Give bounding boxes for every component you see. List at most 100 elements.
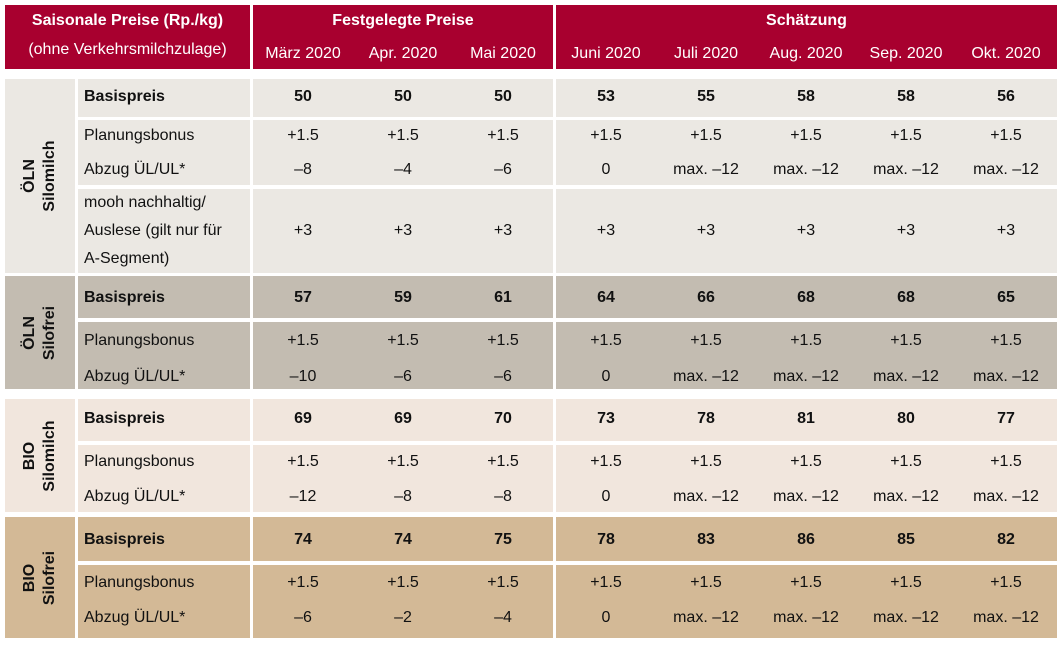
price-cell: 77 [997,410,1015,427]
price-cell: 0 [601,368,611,385]
header-fixed-group [253,5,553,69]
row-group-background [78,120,250,185]
row-group-background [253,517,553,561]
price-cell: max. –12 [773,609,839,626]
price-cell: +3 [596,222,616,239]
price-cell: +1.5 [690,574,722,591]
section-label-cell [5,517,75,638]
row-group-background [556,445,1057,512]
price-cell: –8 [494,488,512,505]
price-cell: +1.5 [487,453,519,470]
row-label: Planungsbonus [84,127,195,144]
price-cell: +1.5 [690,332,722,349]
month-header: Mai 2020 [470,45,536,62]
price-cell: +1.5 [690,127,722,144]
month-header: Aug. 2020 [769,45,843,62]
price-cell: –2 [394,609,412,626]
row-label-basispreis: Basispreis [84,531,165,548]
price-cell: +3 [896,222,916,239]
price-cell: max. –12 [873,488,939,505]
row-label: Planungsbonus [84,332,195,349]
row-group-background [556,189,1057,273]
price-cell: 82 [997,531,1015,548]
price-cell: +1.5 [890,127,922,144]
row-group-background [253,120,553,185]
price-cell: +3 [493,222,513,239]
month-header: Sep. 2020 [869,45,943,62]
price-cell: –6 [394,368,412,385]
section-label-line2: Silomilch [41,140,58,212]
row-group-background [253,79,553,117]
price-cell: +3 [696,222,716,239]
price-cell: 80 [897,410,915,427]
price-cell: max. –12 [773,368,839,385]
price-cell: 50 [394,88,412,105]
price-cell: –8 [294,161,312,178]
row-label: Planungsbonus [84,453,195,470]
price-cell: +1.5 [287,332,319,349]
row-label: Abzug ÜL/UL* [84,488,186,505]
header-title-cell [5,5,250,69]
price-cell: +1.5 [387,574,419,591]
price-cell: +1.5 [287,453,319,470]
price-cell: 81 [797,410,815,427]
price-cell: 69 [294,410,312,427]
section-label: ÖLN Silomilch [20,116,60,236]
row-group-background [78,322,250,389]
price-cell: 68 [897,289,915,306]
section-label: BIO Silofrei [20,518,60,638]
row-group-background [253,399,553,441]
price-cell: 70 [494,410,512,427]
section-label: BIO Silomilch [20,396,60,516]
row-group-background [556,120,1057,185]
price-cell: +1.5 [890,453,922,470]
group-header-fixed: Festgelegte Preise [332,12,474,29]
row-group-background [253,322,553,389]
price-cell: 58 [797,88,815,105]
price-cell: max. –12 [673,368,739,385]
row-label: Auslese (gilt nur für [84,222,222,239]
row-group-background [78,565,250,638]
price-cell: +1.5 [590,453,622,470]
price-cell: 74 [394,531,412,548]
price-cell: +3 [996,222,1016,239]
row-group-background [556,79,1057,117]
row-group-background [253,565,553,638]
price-cell: –4 [494,609,512,626]
row-label: Abzug ÜL/UL* [84,609,186,626]
price-cell: +1.5 [387,127,419,144]
row-group-background [556,517,1057,561]
row-group-background [78,445,250,512]
section-label-line2: Silomilch [41,419,58,492]
table-subtitle: (ohne Verkehrsmilchzulage) [28,41,227,58]
price-cell: 78 [697,410,715,427]
section-label-cell [5,79,75,273]
price-cell: 69 [394,410,412,427]
header-estimate-group [556,5,1057,69]
section-label-line1: BIO [21,563,38,592]
month-header: Juli 2020 [673,45,739,62]
section-label-cell [5,276,75,389]
price-cell: max. –12 [773,488,839,505]
price-cell: max. –12 [973,368,1039,385]
price-cell: max. –12 [973,609,1039,626]
price-cell: 73 [597,410,615,427]
price-cell: 75 [494,531,512,548]
price-cell: 0 [601,488,611,505]
price-cell: +1.5 [790,332,822,349]
price-cell: 58 [897,88,915,105]
price-cell: –4 [394,161,412,178]
price-cell: +1.5 [487,127,519,144]
price-cell: max. –12 [773,161,839,178]
row-label-basispreis: Basispreis [84,410,165,427]
price-cell: 74 [294,531,312,548]
price-cell: 68 [797,289,815,306]
price-cell: 78 [597,531,615,548]
price-cell: 85 [897,531,915,548]
price-cell: 59 [394,289,412,306]
row-group-background [253,445,553,512]
price-cell: –6 [494,161,512,178]
row-label-basispreis: Basispreis [84,289,165,306]
price-cell: 55 [697,88,715,105]
price-cell: 50 [494,88,512,105]
